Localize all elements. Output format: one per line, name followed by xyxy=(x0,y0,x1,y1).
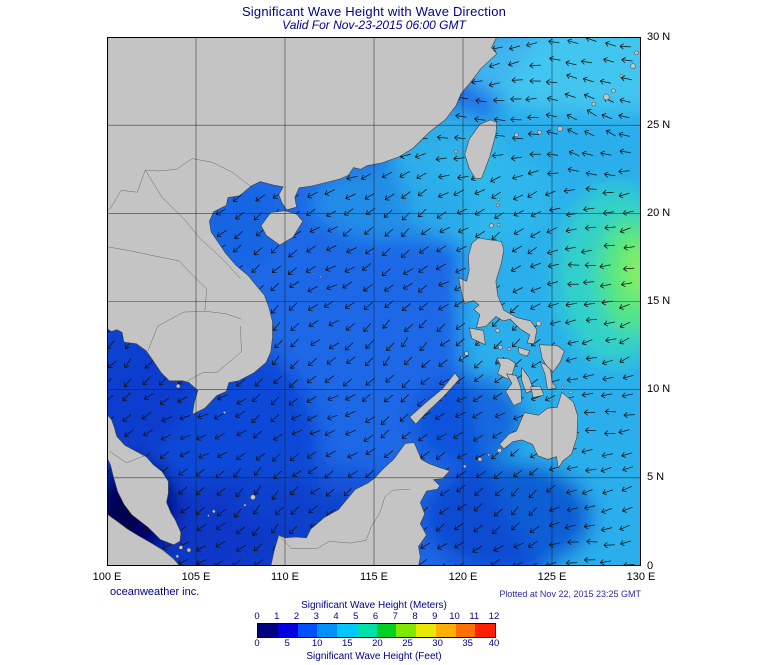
lon-tick-label: 130 E xyxy=(626,571,656,583)
lon-tick-label: 120 E xyxy=(448,571,478,583)
legend-meters-tick-label: 5 xyxy=(353,611,359,622)
legend-meters-tick-label: 3 xyxy=(313,611,319,622)
legend-feet-tick-label: 30 xyxy=(432,638,443,649)
chart-subtitle: Valid For Nov-23-2015 06:00 GMT xyxy=(282,18,466,32)
map-frame-border xyxy=(107,37,641,566)
legend-meters-tick-label: 1 xyxy=(274,611,280,622)
country-borders-layer xyxy=(107,158,410,549)
land-layer xyxy=(107,37,639,566)
legend-color-segment xyxy=(356,624,377,637)
legend-meters-tick-label: 8 xyxy=(412,611,418,622)
legend-meters-tick-label: 11 xyxy=(469,611,480,622)
legend-feet-tick-label: 5 xyxy=(284,638,290,649)
legend-color-segment xyxy=(376,624,397,637)
legend-feet-caption: Significant Wave Height (Feet) xyxy=(306,651,442,662)
legend-color-segment xyxy=(396,624,416,637)
legend-color-segment xyxy=(475,624,495,637)
legend-meters-tick-label: 6 xyxy=(372,611,379,622)
legend-color-segment xyxy=(455,624,476,637)
legend-meters-caption: Significant Wave Height (Meters) xyxy=(301,600,447,611)
latlon-grid-layer xyxy=(107,37,641,566)
legend-color-segment xyxy=(277,624,298,637)
legend-color-segment xyxy=(317,624,337,637)
legend-colorbar xyxy=(257,623,496,638)
legend-meters-tick-label: 12 xyxy=(488,611,500,622)
lon-tick-label: 100 E xyxy=(92,571,122,583)
legend-feet-tick-label: 20 xyxy=(372,638,383,649)
lat-tick-label: 5 N xyxy=(647,471,665,484)
legend-color-segment xyxy=(416,624,436,637)
map-area xyxy=(107,37,641,566)
wave-map-canvas xyxy=(107,37,641,566)
legend-color-segment xyxy=(337,624,357,637)
legend-color-segment xyxy=(435,624,456,637)
plotted-timestamp: Plotted at Nov 22, 2015 23:25 GMT xyxy=(499,589,641,599)
legend-feet-tick-label: 15 xyxy=(342,638,353,649)
lat-tick-label: 0 xyxy=(647,559,654,572)
lat-tick-label: 15 N xyxy=(647,295,671,307)
lat-tick-label: 20 N xyxy=(647,206,671,219)
legend-feet-tick-label: 35 xyxy=(462,638,473,649)
legend-meters-tick-label: 0 xyxy=(254,611,260,622)
oceanweather-credit: oceanweather inc. xyxy=(110,586,200,598)
lat-tick-label: 30 N xyxy=(647,30,671,43)
legend-meters-tick-label: 7 xyxy=(392,611,398,622)
legend-color-segment xyxy=(258,624,278,637)
legend-feet-tick-label: 25 xyxy=(402,638,413,649)
lon-tick-label: 115 E xyxy=(360,571,388,583)
legend-feet-tick-label: 40 xyxy=(488,638,500,649)
legend-meters-tick-label: 2 xyxy=(293,611,300,622)
legend-feet-tick-label: 10 xyxy=(311,638,323,649)
lat-tick-label: 25 N xyxy=(647,118,671,131)
legend-feet-tick-label: 0 xyxy=(254,638,260,649)
legend-meters-tick-label: 4 xyxy=(333,611,339,622)
lat-tick-label: 10 N xyxy=(647,383,671,396)
legend-meters-tick-label: 9 xyxy=(432,611,438,622)
chart-title: Significant Wave Height with Wave Direct… xyxy=(241,4,507,19)
legend-color-segment xyxy=(297,624,318,637)
legend-meters-tick-label: 10 xyxy=(449,611,460,622)
lon-tick-label: 110 E xyxy=(271,571,299,583)
lon-tick-label: 105 E xyxy=(181,571,211,583)
lon-tick-label: 125 E xyxy=(537,571,567,583)
